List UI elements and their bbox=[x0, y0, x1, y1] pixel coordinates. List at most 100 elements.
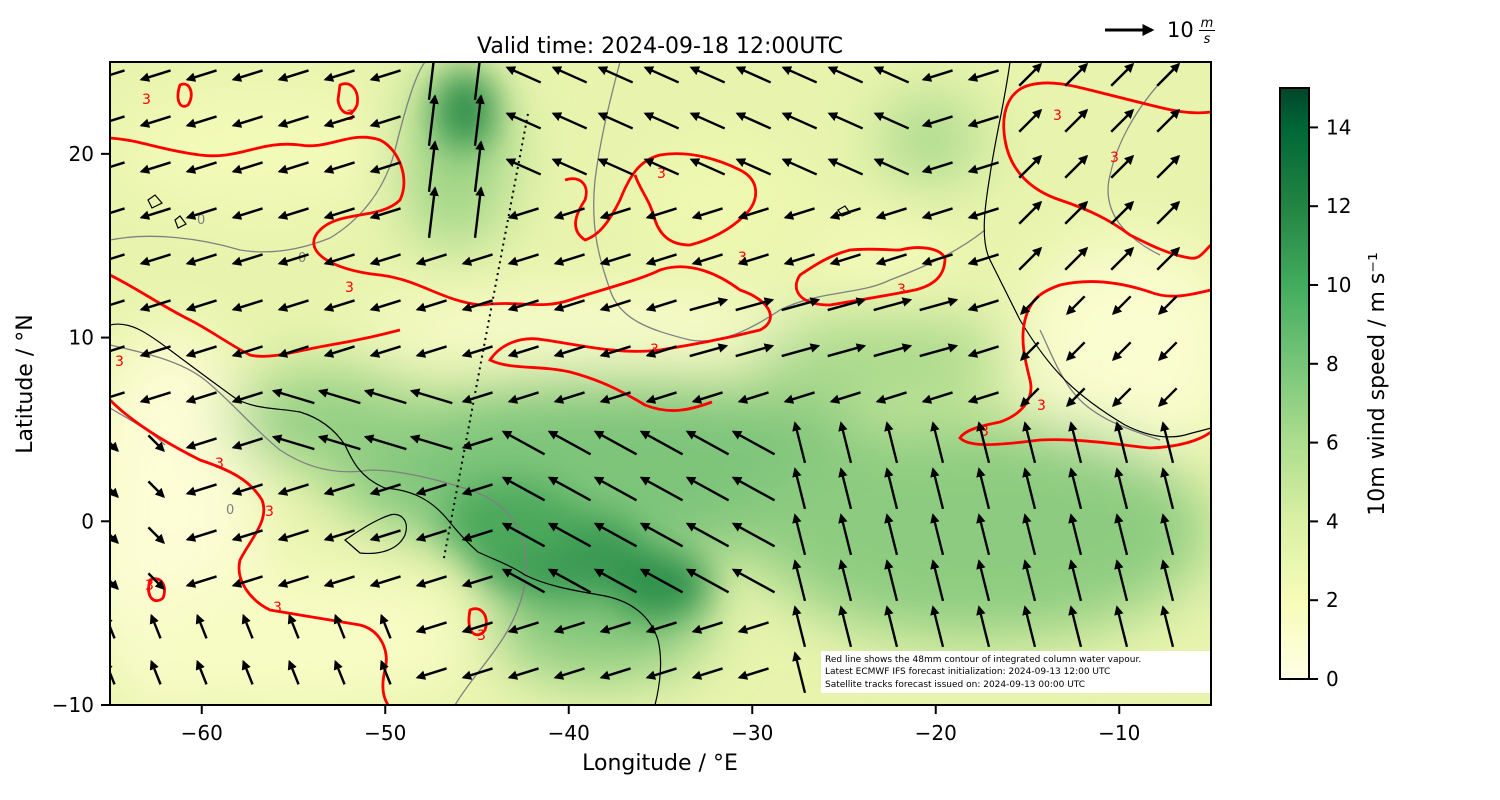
wind-arrow bbox=[792, 513, 807, 556]
wind-arrow bbox=[639, 568, 684, 594]
wind-arrow bbox=[379, 613, 392, 639]
wind-arrow bbox=[277, 299, 309, 312]
wind-arrow bbox=[369, 483, 401, 496]
wind-arrow bbox=[1019, 341, 1040, 362]
wind-arrow bbox=[461, 437, 493, 450]
x-tick-label: −30 bbox=[731, 721, 773, 745]
wind-arrow bbox=[792, 559, 807, 602]
wind-arrow bbox=[599, 207, 631, 220]
wind-arrow bbox=[147, 526, 165, 544]
wind-arrow bbox=[551, 158, 588, 176]
wind-arrow bbox=[919, 343, 959, 358]
wind-arrow bbox=[185, 345, 217, 358]
wind-arrow bbox=[110, 69, 125, 77]
wind-arrow bbox=[185, 161, 217, 174]
wind-arrow bbox=[1068, 421, 1083, 464]
wind-arrow bbox=[685, 430, 730, 456]
wind-arrow bbox=[691, 253, 723, 266]
wind-arrow bbox=[507, 207, 539, 220]
wind-arrow bbox=[110, 659, 116, 685]
wind-arrow bbox=[1114, 605, 1129, 648]
wind-arrow bbox=[599, 391, 631, 404]
wind-arrow bbox=[731, 476, 776, 502]
wind-arrow bbox=[185, 115, 217, 128]
wind-arrow bbox=[838, 513, 853, 556]
quiver-key: 10 m s bbox=[1105, 16, 1215, 47]
wind-arrow bbox=[139, 69, 171, 82]
wind-arrow bbox=[110, 579, 119, 590]
wind-arrow bbox=[501, 430, 546, 456]
wind-arrow bbox=[1064, 154, 1089, 179]
colorbar-tick-label: 6 bbox=[1326, 431, 1339, 455]
wind-arrow bbox=[930, 559, 945, 602]
wind-arrow bbox=[976, 513, 991, 556]
wind-arrow bbox=[277, 253, 309, 266]
wind-arrow bbox=[884, 467, 899, 510]
wind-arrow bbox=[461, 483, 493, 496]
wind-arrow bbox=[921, 161, 953, 174]
wind-arrow bbox=[1111, 387, 1132, 408]
wind-arrow bbox=[139, 345, 171, 358]
wind-arrow bbox=[1064, 62, 1089, 87]
wind-arrow bbox=[691, 667, 723, 680]
wind-arrow bbox=[185, 207, 217, 220]
wind-arrow bbox=[737, 621, 769, 634]
wind-arrow bbox=[110, 391, 125, 399]
wind-arrow bbox=[461, 575, 493, 588]
wind-arrow bbox=[323, 253, 355, 266]
wind-arrow bbox=[597, 112, 634, 130]
wind-arrow bbox=[829, 253, 861, 266]
wind-arrow bbox=[333, 613, 346, 639]
wind-arrow bbox=[505, 112, 542, 130]
wind-arrow bbox=[967, 345, 999, 358]
wind-arrow bbox=[323, 575, 355, 588]
contour-label: 3 bbox=[1053, 108, 1062, 124]
wind-arrow bbox=[231, 115, 263, 128]
quiver-key-unit-den: s bbox=[1204, 32, 1211, 47]
wind-arrow bbox=[427, 94, 439, 146]
wind-arrow bbox=[553, 621, 585, 634]
wind-arrow bbox=[461, 253, 493, 266]
wind-arrow bbox=[139, 391, 171, 404]
wind-arrow bbox=[277, 207, 309, 220]
wind-arrow bbox=[110, 613, 116, 639]
wind-arrow bbox=[919, 297, 959, 312]
wind-arrow bbox=[139, 207, 171, 220]
wind-arrow bbox=[185, 69, 217, 82]
y-tick-label: 10 bbox=[69, 326, 94, 350]
wind-arrow bbox=[501, 568, 546, 594]
grey-contour-labels: 0 0 0 bbox=[197, 213, 306, 518]
y-tick-label: 0 bbox=[81, 509, 94, 533]
wind-arrow bbox=[473, 94, 485, 146]
y-axis: −10 0 10 20 bbox=[52, 142, 110, 717]
wind-arrow bbox=[781, 66, 818, 84]
wind-arrow bbox=[147, 434, 165, 452]
x-tick-label: −10 bbox=[1098, 721, 1140, 745]
wind-arrow bbox=[317, 388, 361, 405]
wind-arrow bbox=[1160, 467, 1175, 510]
wind-arrow bbox=[231, 161, 263, 174]
quiver-key-unit-num: m bbox=[1201, 16, 1214, 31]
wind-arrow bbox=[1111, 295, 1132, 316]
annotation-line-1: Red line shows the 48mm contour of integ… bbox=[825, 655, 1141, 665]
x-axis-label: Longitude / °E bbox=[582, 751, 738, 776]
wind-arrow bbox=[461, 391, 493, 404]
contour-label: 3 bbox=[1037, 398, 1046, 414]
colorbar-tick-label: 0 bbox=[1326, 667, 1339, 691]
wind-arrow bbox=[829, 207, 861, 220]
wind-arrow bbox=[473, 140, 485, 192]
wind-arrow bbox=[643, 66, 680, 84]
wind-arrow bbox=[1018, 62, 1043, 87]
contour-label: 3 bbox=[657, 166, 666, 182]
wind-arrow bbox=[369, 299, 401, 312]
coastline-label: 0 bbox=[197, 213, 205, 228]
wind-arrow bbox=[921, 207, 953, 220]
wind-arrow bbox=[1114, 467, 1129, 510]
wind-arrow bbox=[547, 522, 592, 548]
wind-arrow bbox=[593, 568, 638, 594]
wind-arrow bbox=[415, 483, 447, 496]
wind-arrow bbox=[967, 391, 999, 404]
wind-arrow bbox=[884, 605, 899, 648]
wind-arrow bbox=[231, 529, 263, 542]
